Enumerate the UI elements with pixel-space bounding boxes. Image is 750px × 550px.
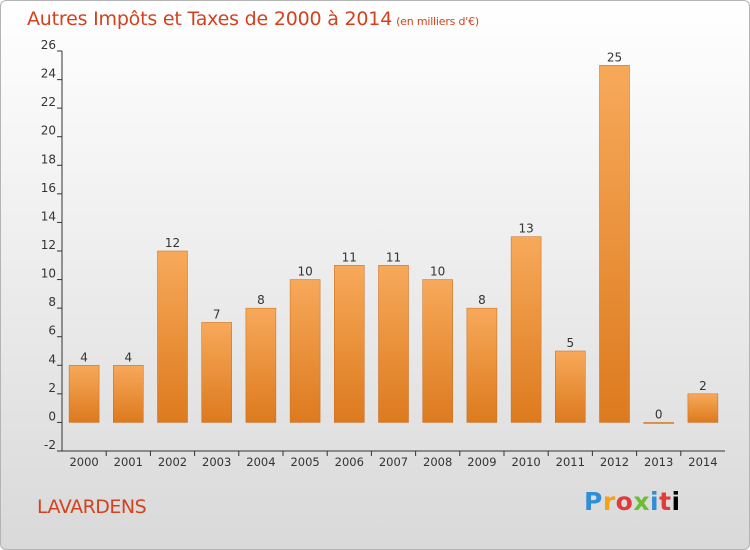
y-tick-label: 0 bbox=[48, 409, 56, 423]
bar-2001 bbox=[113, 365, 144, 423]
x-tick-label: 2010 bbox=[511, 455, 540, 469]
bar-2009 bbox=[466, 307, 498, 423]
bar-2000 bbox=[68, 365, 100, 423]
y-tick-label: 18 bbox=[41, 152, 56, 166]
chart-title-text: Autres Impôts et Taxes de 2000 à 2014 bbox=[27, 8, 393, 30]
x-tick-label: 2003 bbox=[202, 455, 231, 469]
y-tick-label: 4 bbox=[48, 352, 56, 366]
logo-letter: o bbox=[615, 487, 634, 516]
bar-2006 bbox=[334, 265, 365, 423]
x-tick-label: 2002 bbox=[158, 455, 187, 469]
x-tick-label: 2012 bbox=[600, 455, 629, 469]
bar-2014 bbox=[687, 393, 719, 423]
y-tick-label: 12 bbox=[41, 238, 56, 252]
data-label: 25 bbox=[607, 50, 622, 64]
logo-letter: i bbox=[650, 487, 660, 516]
y-tick-label: 2 bbox=[48, 381, 56, 395]
x-tick-label: 2013 bbox=[644, 455, 673, 469]
y-tick-label: 24 bbox=[41, 67, 56, 81]
chart-data-labels: 4 4 12 7 8 10 11 11 10 8 13 5 25 0 2 bbox=[80, 50, 706, 421]
x-tick-label: 2009 bbox=[467, 455, 496, 469]
y-tick-label: 14 bbox=[41, 209, 56, 223]
data-label: 11 bbox=[386, 250, 401, 264]
bar-2007 bbox=[378, 265, 409, 423]
data-label: 4 bbox=[124, 350, 132, 364]
y-tick-label: 16 bbox=[41, 181, 56, 195]
bar-2012 bbox=[599, 65, 630, 423]
data-label: 12 bbox=[165, 236, 180, 250]
x-tick-label: 2011 bbox=[556, 455, 585, 469]
y-tick-label: 6 bbox=[48, 324, 56, 338]
logo-letter: x bbox=[633, 487, 650, 516]
y-tick-label: 8 bbox=[48, 295, 56, 309]
bar-2003 bbox=[201, 322, 232, 423]
data-label: 0 bbox=[655, 407, 663, 421]
chart-bars bbox=[68, 65, 719, 424]
x-tick-label: 2008 bbox=[423, 455, 452, 469]
y-tick-label: -2 bbox=[44, 438, 56, 452]
chart-subtitle: (en milliers d'€) bbox=[396, 15, 479, 28]
data-label: 5 bbox=[566, 336, 574, 350]
bar-2002 bbox=[157, 250, 188, 423]
y-tick-label: 26 bbox=[41, 38, 56, 52]
bar-2008 bbox=[422, 279, 453, 423]
x-tick-label: 2004 bbox=[246, 455, 275, 469]
logo-letter: P bbox=[584, 487, 603, 516]
data-label: 4 bbox=[80, 350, 88, 364]
y-tick-label: 22 bbox=[41, 95, 56, 109]
commune-name: LAVARDENS bbox=[37, 496, 147, 518]
data-label: 10 bbox=[297, 265, 312, 279]
bar-2010 bbox=[510, 236, 542, 423]
x-tick-label: 2000 bbox=[69, 455, 98, 469]
logo-letter: t bbox=[659, 487, 672, 516]
data-label: 2 bbox=[699, 379, 707, 393]
data-label: 13 bbox=[518, 222, 533, 236]
data-label: 8 bbox=[257, 293, 265, 307]
y-tick-label: 20 bbox=[41, 124, 56, 138]
proxiti-logo: Proxiti bbox=[584, 487, 681, 516]
logo-letter: r bbox=[602, 487, 616, 516]
x-tick-label: 2006 bbox=[335, 455, 364, 469]
bar-2011 bbox=[555, 350, 586, 423]
x-tick-label: 2005 bbox=[290, 455, 319, 469]
y-tick-label: 10 bbox=[41, 267, 56, 281]
bar-2004 bbox=[245, 307, 277, 423]
chart-title: Autres Impôts et Taxes de 2000 à 2014 (en… bbox=[27, 8, 479, 30]
x-tick-label: 2014 bbox=[688, 455, 717, 469]
x-tick-label: 2001 bbox=[114, 455, 143, 469]
x-tick-label: 2007 bbox=[379, 455, 408, 469]
bar-2013 bbox=[643, 422, 674, 424]
data-label: 7 bbox=[213, 307, 221, 321]
data-label: 10 bbox=[430, 265, 445, 279]
logo-letter: i bbox=[671, 487, 681, 516]
data-label: 11 bbox=[342, 250, 357, 264]
bar-2005 bbox=[289, 279, 321, 423]
data-label: 8 bbox=[478, 293, 486, 307]
